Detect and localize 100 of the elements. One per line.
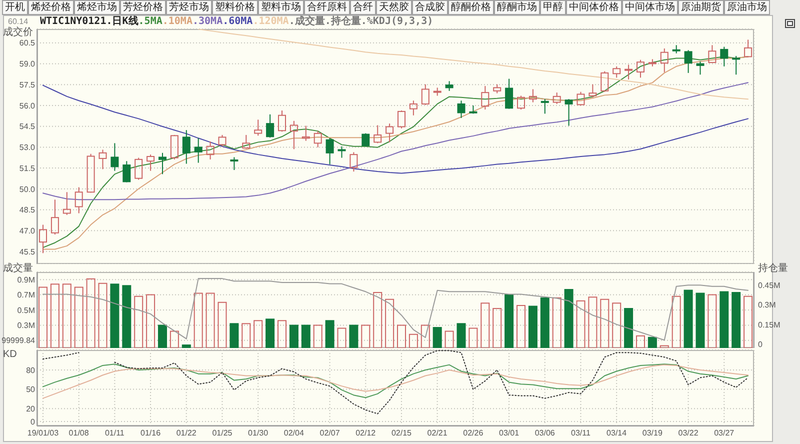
tab-button: 原油市场 [724,0,770,15]
y2-tick-label: 0 [758,340,763,349]
text: .10MA [162,16,192,27]
bar [600,298,610,348]
tab-button: 甲醇 [540,0,566,15]
bar [576,300,586,348]
bar [301,324,310,348]
bar [672,296,681,348]
candlestick [206,140,214,160]
bar [588,296,598,348]
bar [456,323,466,348]
candlestick [74,186,83,214]
tab-button: 烯烃价格 [28,0,74,15]
x-tick-label: 02/04 [284,428,304,438]
candlestick [194,138,202,164]
bar [278,320,286,348]
candlestick [457,100,466,118]
x-tick-label: 01/11 [104,428,125,438]
x-tick-label: 19/01/03 [27,428,60,438]
tab-button: 醇酮价格 [448,0,494,15]
tab-button: 芳烃市场 [166,0,212,15]
bar [74,286,84,348]
bar [158,324,167,348]
candlestick [98,149,107,170]
bar [122,285,132,348]
x-tick-label: 03/22 [678,428,699,438]
x-tick-label: 01/08 [68,428,90,438]
candlestick [230,156,238,170]
bar [337,328,346,348]
bar [134,296,144,348]
bar [420,324,430,348]
x-tick-label: 01/16 [140,428,162,438]
bar [660,345,669,348]
y-tick-label: 56.0 [19,101,36,110]
tab-button: 合成胶 [412,0,448,15]
tab-button: 醇酮市场 [494,0,540,15]
x-tick-label: 02/21 [427,428,448,438]
candlestick [528,88,537,103]
tab-button: 开机 [2,0,28,15]
x-tick-label: 01/22 [176,428,197,438]
bar [552,297,562,348]
bar [408,334,418,348]
x-tick-label: 03/27 [714,428,735,438]
x-tick-label: 02/26 [463,428,484,438]
candlestick [182,130,190,164]
y-tick-label: 50.0 [19,184,36,194]
bar [313,324,322,348]
bar [732,292,741,348]
bar [385,298,394,348]
bar [397,324,406,348]
bar [720,291,729,348]
y2-tick-label: 0.45M [758,280,781,290]
y-tick-label: 0.7M [17,290,36,300]
bar [744,296,753,348]
x-tick-label: 03/11 [571,428,591,438]
candlestick [110,142,119,172]
bar [230,323,239,348]
text: .60MA [222,16,253,27]
x-tick-label: 01/30 [248,428,269,438]
y2-tick-label: 0.15M [758,320,781,330]
bar [289,324,298,348]
tab-button: 合纤原料 [304,0,350,15]
bar [170,330,179,348]
y-tick-label: 20 [26,404,36,414]
bar [146,294,156,348]
tab-button: 烯烃市场 [74,0,120,15]
bar [110,284,120,348]
series-label: .120MA [252,16,289,27]
y-tick-label: 0.3M [17,321,36,330]
candlestick [409,100,418,116]
y-tick-label: 0.9M [17,275,36,284]
bar [648,336,657,348]
y-tick-label: 47.0 [19,226,36,236]
bar [361,324,370,348]
y-tick-label: 51.5 [19,164,36,173]
bar [516,304,526,348]
candlestick [481,86,490,110]
bar [444,330,454,348]
bar [98,282,108,348]
bar [254,320,263,348]
y-tick-label: 59.0 [19,60,36,69]
y-tick-label: 80 [26,366,36,375]
chart-subtitle: .成交量.持仓量.%KDJ(9,3,3) [288,16,434,27]
y-tick-label: 57.5 [19,80,36,90]
bar [62,284,72,348]
bar [194,292,203,348]
bar [468,328,478,348]
y-tick-label: 54.5 [19,122,36,132]
y2-axis-title: 持仓量 [758,263,788,274]
bar [504,294,514,348]
bar [636,335,645,348]
y-tick-label: 0 [30,417,36,426]
y-tick-label: 60.5 [19,38,36,48]
bar [564,288,574,348]
tab-button: 合纤 [350,0,376,15]
bar [206,292,215,348]
bar [528,306,538,348]
bar [182,344,191,348]
tab-button: 中间体市场 [622,0,678,15]
chart-title: WTIC1NY0121.日K线 [40,16,138,27]
